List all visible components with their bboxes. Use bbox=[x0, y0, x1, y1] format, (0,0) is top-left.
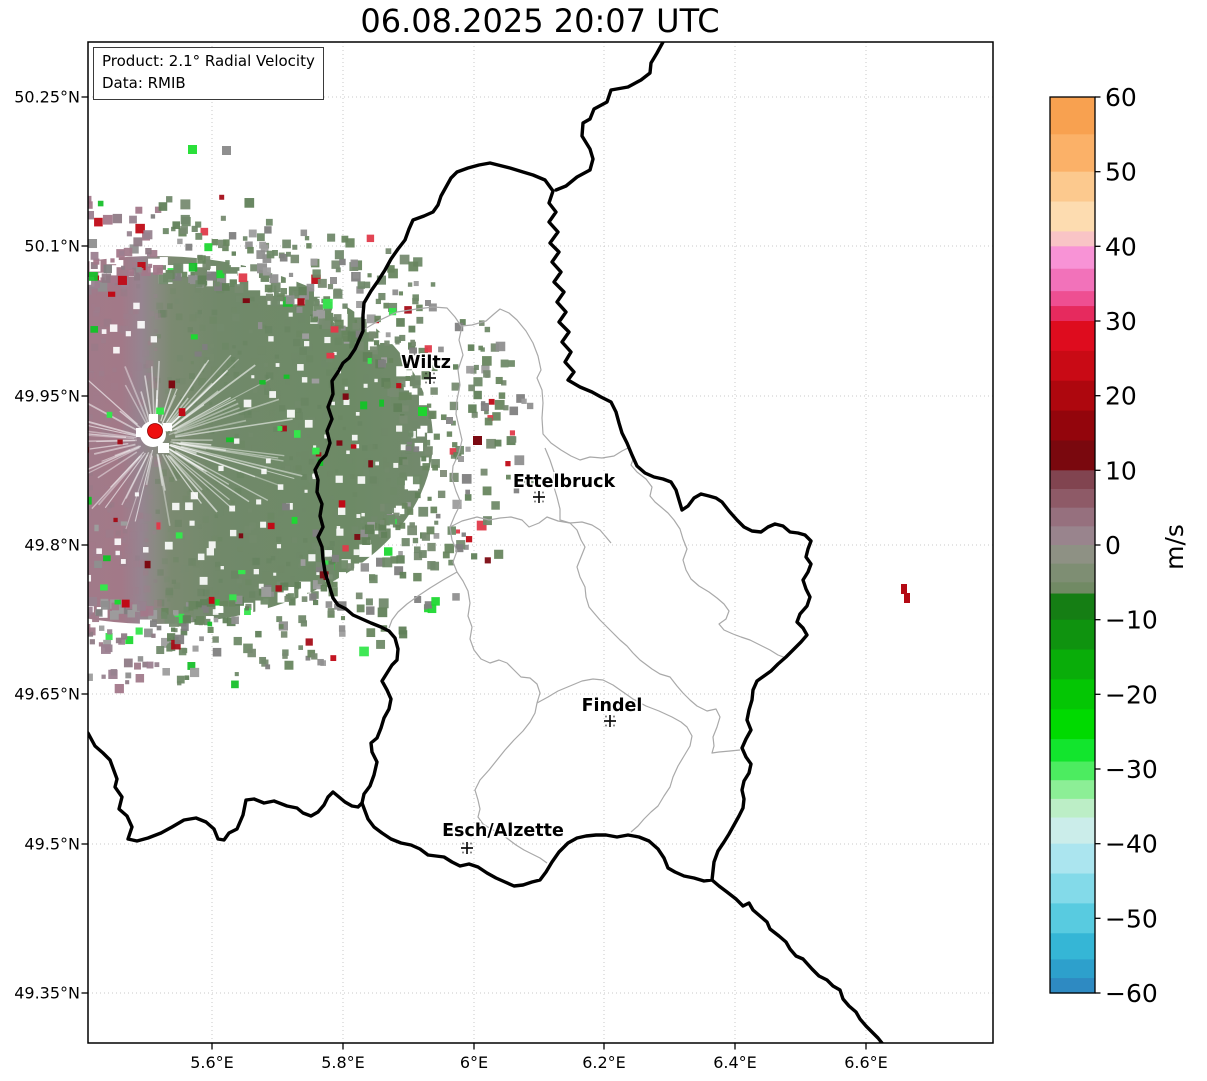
product-info-box: Product: 2.1° Radial Velocity Data: RMIB bbox=[93, 47, 324, 100]
plot-frame bbox=[87, 41, 994, 1044]
data-source-line: Data: RMIB bbox=[102, 73, 186, 92]
isolated-echoes bbox=[188, 145, 910, 603]
lon-tick-label: 6.4°E bbox=[713, 1053, 757, 1072]
lon-tick-label: 6.2°E bbox=[582, 1053, 626, 1072]
colorbar-tick-label: −40 bbox=[1105, 830, 1158, 859]
lon-tick-label: 5.6°E bbox=[190, 1053, 234, 1072]
findel-marker bbox=[604, 715, 616, 727]
city-label-ettelbruck: Ettelbruck bbox=[513, 472, 616, 492]
city-label-wiltz: Wiltz bbox=[401, 353, 451, 373]
lat-tick-label: 49.8°N bbox=[24, 536, 80, 555]
lat-tick-label: 49.65°N bbox=[14, 685, 80, 704]
colorbar-tick-label: −10 bbox=[1105, 606, 1158, 635]
radar-velocity-field bbox=[88, 194, 537, 694]
esch-alzette-marker bbox=[461, 842, 473, 854]
ettelbruck-marker bbox=[533, 491, 545, 503]
belgium-germany-border bbox=[554, 42, 665, 192]
france-belgium-border bbox=[88, 731, 364, 843]
germany-france-border bbox=[710, 878, 884, 1043]
colorbar-tick-label: 30 bbox=[1105, 307, 1137, 336]
colorbar-tick-label: 20 bbox=[1105, 382, 1137, 411]
colorbar-tick-label: −60 bbox=[1105, 979, 1158, 1008]
city-label-findel: Findel bbox=[582, 696, 643, 716]
colorbar-tick-label: −50 bbox=[1105, 904, 1158, 933]
colorbar-tick-label: −30 bbox=[1105, 755, 1158, 784]
city-label-esch-alzette: Esch/Alzette bbox=[442, 821, 564, 841]
colorbar-tick-label: 40 bbox=[1105, 232, 1137, 261]
district-borders bbox=[362, 306, 787, 864]
colorbar-tick-label: 10 bbox=[1105, 456, 1137, 485]
lon-tick-label: 5.8°E bbox=[321, 1053, 365, 1072]
country-borders bbox=[88, 42, 884, 1043]
city-markers bbox=[424, 372, 616, 854]
lat-tick-label: 49.35°N bbox=[14, 984, 80, 1003]
axis-ticks bbox=[81, 96, 867, 1050]
colorbar-tick-label: 0 bbox=[1105, 531, 1121, 560]
colorbar-tick-label: 60 bbox=[1105, 83, 1137, 112]
colorbar-ticks bbox=[1095, 96, 1101, 994]
lat-tick-label: 49.95°N bbox=[14, 387, 80, 406]
wiltz-marker bbox=[424, 372, 436, 384]
page-title: 06.08.2025 20:07 UTC bbox=[360, 2, 719, 40]
colorbar-gradient bbox=[1050, 97, 1095, 994]
colorbar-tick-label: −20 bbox=[1105, 680, 1158, 709]
colorbar-tick-label: 50 bbox=[1105, 158, 1137, 187]
lat-tick-label: 50.1°N bbox=[24, 237, 80, 256]
lon-tick-label: 6°E bbox=[460, 1053, 488, 1072]
lat-tick-label: 50.25°N bbox=[14, 88, 80, 107]
lon-tick-label: 6.6°E bbox=[844, 1053, 888, 1072]
luxembourg-border bbox=[313, 161, 813, 888]
product-line: Product: 2.1° Radial Velocity bbox=[102, 52, 315, 70]
radar-station-marker bbox=[136, 414, 172, 453]
colorbar-unit-label: m/s bbox=[1160, 524, 1189, 570]
lat-tick-label: 49.5°N bbox=[24, 835, 80, 854]
